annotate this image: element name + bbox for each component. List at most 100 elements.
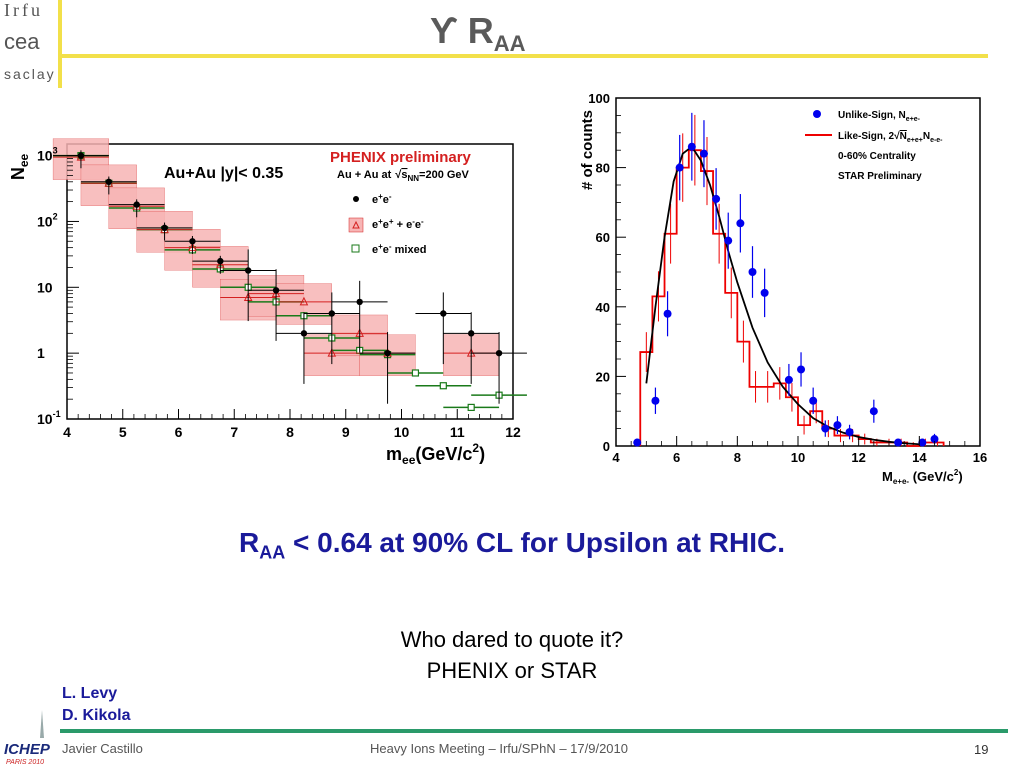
phenix-y-tick-label: 10	[37, 279, 53, 295]
phenix-ee-point	[244, 267, 252, 274]
statement-r: R	[239, 527, 260, 558]
slide-title-sub: AA	[493, 31, 526, 57]
phenix-x-tick-label: 6	[175, 424, 183, 440]
phenix-mixed-point	[439, 382, 447, 390]
phenix-ee-point	[495, 349, 503, 357]
phenix-ee-point	[300, 330, 308, 337]
star-x-tick-label: 4	[612, 450, 620, 465]
phenix-legend-marker-like	[348, 217, 364, 233]
star-unlike-point	[797, 365, 806, 374]
statement-sub: AA	[259, 542, 286, 563]
header-bar-horizontal	[58, 54, 988, 58]
footer-author: Javier Castillo	[62, 741, 143, 756]
phenix-ee-point	[189, 238, 196, 245]
star-unlike-point	[918, 438, 927, 447]
star-legend-preliminary: STAR Preliminary	[838, 171, 922, 182]
header-bar-vertical	[58, 0, 62, 88]
star-y-tick-label: 0	[603, 439, 610, 454]
phenix-x-label: mee(GeV/c2)	[386, 441, 485, 467]
star-unlike-point	[736, 219, 745, 228]
star-unlike-point	[869, 407, 878, 416]
irfu-logo: Irfu cea saclay	[0, 0, 60, 88]
star-x-tick-label: 8	[734, 450, 741, 465]
phenix-x-ticks: 4 5 6 7 8 9 10 11 12	[63, 409, 521, 440]
phenix-legend-triangle	[352, 220, 360, 229]
star-unlike-point	[651, 396, 660, 405]
star-frame	[615, 97, 981, 447]
phenix-ee-point	[272, 287, 280, 294]
phenix-legend-label-ee: e+e-	[372, 192, 392, 206]
phenix-ee-point	[440, 310, 447, 317]
star-unlike-point	[748, 268, 757, 276]
phenix-legend-marker-ee	[353, 196, 359, 202]
star-unlike-point	[784, 375, 793, 384]
page-number: 19	[974, 742, 989, 757]
star-unlike-point	[821, 424, 830, 433]
logo-cea-text: cea	[4, 30, 40, 54]
phenix-system-label: Au+Au |y|< 0.35	[164, 165, 283, 182]
phenix-legend-marker-mixed	[351, 244, 360, 253]
phenix-legend-label-like: e+e+ + e-e-	[372, 217, 424, 231]
star-y-tick-label: 40	[596, 300, 610, 315]
phenix-ee-point	[217, 257, 224, 265]
star-unlike-sign-marks	[633, 112, 939, 447]
star-unlike-point	[699, 149, 708, 158]
star-x-tick-label: 12	[851, 450, 865, 465]
star-x-tick-label: 10	[791, 450, 805, 465]
ichep-logo-text: ICHEP	[4, 741, 51, 758]
star-y-tick-label: 80	[596, 161, 610, 176]
star-y-label: # of counts	[579, 110, 596, 190]
phenix-y-tick-label: 103	[37, 146, 58, 164]
star-legend-centrality: 0-60% Centrality	[838, 151, 916, 162]
phenix-ee-point	[356, 298, 363, 306]
phenix-y-ticks: 10-1 1 10 102 103	[37, 146, 79, 427]
star-unlike-point	[712, 194, 721, 203]
star-legend-label-like: Like-Sign, 2√Ne+e+Ne-e-	[838, 131, 943, 144]
phenix-x-tick-label: 9	[342, 424, 350, 440]
star-unlike-point	[633, 438, 642, 447]
phenix-mixed-point	[467, 403, 475, 412]
star-legend: Unlike-Sign, Ne+e- Like-Sign, 2√Ne+e+Ne-…	[805, 110, 943, 182]
star-chart: 4 6 8 10 12 14 16 0 20 40 60 80 100 # of counts Me+…	[579, 91, 987, 486]
star-unlike-point	[833, 421, 842, 430]
phenix-collab-label: PHENIX preliminary	[330, 149, 472, 166]
phenix-marks	[53, 150, 527, 412]
star-x-tick-label: 6	[673, 450, 680, 465]
star-unlike-point	[930, 435, 939, 444]
logo-irfu-text: Irfu	[4, 0, 43, 20]
slide-title-main: ϒ R	[430, 10, 494, 51]
phenix-ee-point	[105, 178, 113, 186]
star-unlike-point	[663, 309, 672, 318]
star-unlike-point	[894, 438, 903, 447]
phenix-y-tick-label: 102	[37, 211, 58, 229]
phenix-x-tick-label: 4	[63, 424, 71, 440]
phenix-legend-label-mixed: e+e- mixed	[372, 242, 426, 256]
star-unlike-point	[760, 288, 769, 297]
ichep-logo-sub: PARIS 2010	[6, 759, 44, 766]
phenix-chart: 4 5 6 7 8 9 10 11 12 10-1 1 10 102 103 Nee mee(GeV/c…	[8, 138, 527, 467]
question-line-1: Who dared to quote it?	[400, 627, 624, 652]
statement-rest: < 0.64 at 90% CL for Upsilon at RHIC.	[285, 527, 785, 558]
phenix-mixed-point	[411, 369, 420, 377]
star-x-tick-label: 16	[973, 450, 987, 465]
phenix-ee-point	[384, 349, 391, 357]
phenix-y-label: Nee	[8, 154, 31, 181]
author-1: L. Levy	[62, 685, 118, 702]
footer-meeting: Heavy Ions Meeting – Irfu/SPhN – 17/9/20…	[370, 741, 628, 756]
phenix-y-tick-label: 1	[37, 345, 45, 361]
phenix-ee-point	[133, 201, 140, 208]
phenix-energy-label: Au + Au at √sNN=200 GeV	[337, 169, 470, 183]
star-x-ticks: 4 6 8 10 12 14 16	[612, 436, 987, 465]
star-x-label: Me+e- (GeV/c2)	[882, 468, 963, 486]
star-unlike-point	[809, 396, 818, 405]
star-y-tick-label: 100	[588, 91, 610, 106]
main-statement: RAA < 0.64 at 90% CL for Upsilon at RHIC…	[0, 527, 1024, 564]
phenix-like-point	[299, 296, 309, 306]
star-legend-label-unlike: Unlike-Sign, Ne+e-	[838, 110, 921, 123]
phenix-ee-point	[77, 152, 85, 159]
star-y-tick-label: 20	[596, 369, 610, 384]
star-unlike-point	[724, 236, 733, 245]
phenix-ee-point	[467, 330, 475, 337]
star-unlike-point	[675, 163, 684, 172]
ichep-logo-icon: ICHEP PARIS 2010	[4, 710, 51, 766]
